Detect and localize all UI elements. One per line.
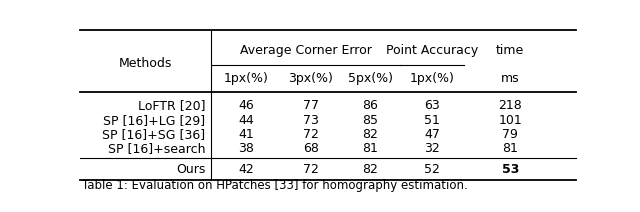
Text: 73: 73 bbox=[303, 114, 319, 127]
Text: 85: 85 bbox=[362, 114, 378, 127]
Text: 81: 81 bbox=[362, 142, 378, 155]
Text: 86: 86 bbox=[362, 99, 378, 112]
Text: 51: 51 bbox=[424, 114, 440, 127]
Text: Ours: Ours bbox=[176, 163, 205, 176]
Text: 1px(%): 1px(%) bbox=[410, 73, 454, 85]
Text: Average Corner Error: Average Corner Error bbox=[240, 44, 372, 57]
Text: 44: 44 bbox=[238, 114, 254, 127]
Text: 82: 82 bbox=[362, 128, 378, 141]
Text: SP [16]+LG [29]: SP [16]+LG [29] bbox=[104, 114, 205, 127]
Text: 32: 32 bbox=[424, 142, 440, 155]
Text: 53: 53 bbox=[502, 163, 519, 176]
Text: 38: 38 bbox=[238, 142, 254, 155]
Text: 77: 77 bbox=[303, 99, 319, 112]
Text: 41: 41 bbox=[238, 128, 254, 141]
Text: 42: 42 bbox=[238, 163, 254, 176]
Text: 72: 72 bbox=[303, 163, 319, 176]
Text: Methods: Methods bbox=[119, 57, 172, 70]
Text: Point Accuracy: Point Accuracy bbox=[386, 44, 478, 57]
Text: 81: 81 bbox=[502, 142, 518, 155]
Text: 218: 218 bbox=[499, 99, 522, 112]
Text: 3px(%): 3px(%) bbox=[288, 73, 333, 85]
Text: 63: 63 bbox=[424, 99, 440, 112]
Text: 52: 52 bbox=[424, 163, 440, 176]
Text: SP [16]+search: SP [16]+search bbox=[108, 142, 205, 155]
Text: 79: 79 bbox=[502, 128, 518, 141]
Text: 82: 82 bbox=[362, 163, 378, 176]
Text: LoFTR [20]: LoFTR [20] bbox=[138, 99, 205, 112]
Text: 46: 46 bbox=[238, 99, 254, 112]
Text: SP [16]+SG [36]: SP [16]+SG [36] bbox=[102, 128, 205, 141]
Text: 47: 47 bbox=[424, 128, 440, 141]
Text: Table 1: Evaluation on HPatches [33] for homography estimation.: Table 1: Evaluation on HPatches [33] for… bbox=[83, 179, 468, 192]
Text: time: time bbox=[496, 44, 524, 57]
Text: 5px(%): 5px(%) bbox=[348, 73, 393, 85]
Text: 101: 101 bbox=[499, 114, 522, 127]
Text: ms: ms bbox=[501, 73, 520, 85]
Text: 1px(%): 1px(%) bbox=[224, 73, 269, 85]
Text: 68: 68 bbox=[303, 142, 319, 155]
Text: 72: 72 bbox=[303, 128, 319, 141]
